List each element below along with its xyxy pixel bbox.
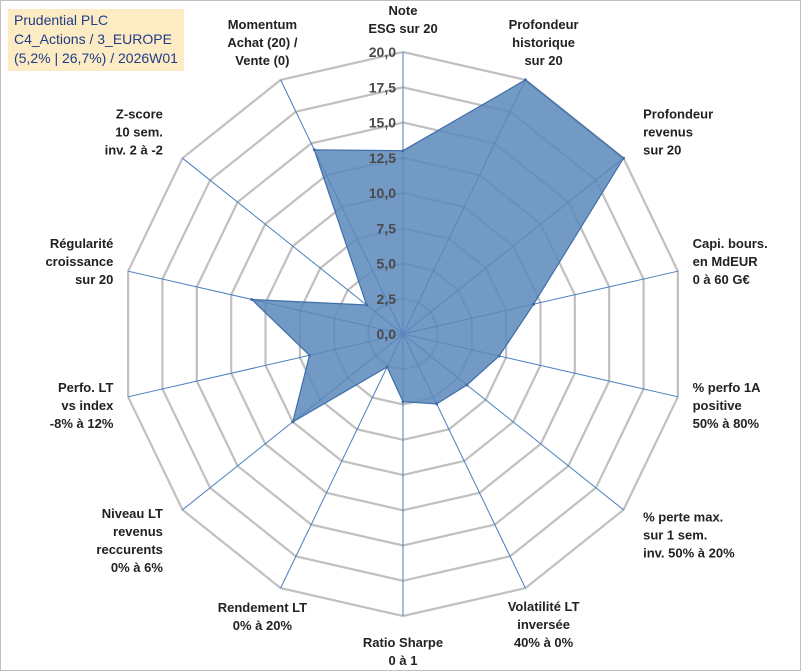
axis-label-line: Note: [389, 3, 418, 18]
security-category: C4_Actions / 3_EUROPE: [14, 31, 172, 47]
axis-label-8: Rendement LT 0% à 20%: [218, 600, 307, 633]
security-info-box: Prudential PLC C4_Actions / 3_EUROPE (5,…: [8, 9, 184, 71]
axis-label-line: Profondeur: [509, 17, 579, 32]
axis-label-line: historique: [512, 35, 575, 50]
axis-label-line: % perte max.: [643, 509, 723, 524]
axis-label-line: 10 sem.: [115, 125, 163, 140]
data-point-12: [365, 303, 369, 307]
axis-label-line: positive: [693, 398, 742, 413]
data-point-4: [497, 354, 501, 358]
data-point-6: [435, 402, 439, 406]
data-series-area: [250, 79, 625, 424]
tick-label: 20,0: [369, 44, 396, 60]
data-point-8: [385, 365, 389, 369]
axis-label-0: Note ESG sur 20: [368, 3, 437, 36]
data-point-1: [523, 78, 527, 82]
axis-label-10: Perfo. LT vs index -8% à 12%: [50, 380, 114, 431]
axis-label-line: Momentum: [228, 17, 297, 32]
axis-label-line: croissance: [45, 254, 113, 269]
tick-label: 12,5: [369, 150, 396, 166]
axis-label-11: Régularité croissance sur 20: [45, 236, 113, 287]
data-point-3: [532, 302, 536, 306]
tick-label: 2,5: [377, 291, 397, 307]
security-stats: (5,2% | 26,7%) / 2026W01: [14, 50, 178, 66]
axis-label-13: Momentum Achat (20) / Vente (0): [227, 17, 297, 68]
axis-label-line: 0 à 1: [389, 653, 418, 668]
axis-label-line: revenus: [643, 125, 693, 140]
axis-label-line: sur 20: [75, 272, 113, 287]
axis-label-line: % perfo 1A: [693, 380, 762, 395]
axis-label-line: sur 20: [643, 143, 681, 158]
axis-label-line: inv. 2 à -2: [105, 143, 163, 158]
data-point-10: [308, 353, 311, 357]
tick-label: 15,0: [369, 115, 396, 131]
data-point-0: [401, 149, 405, 153]
data-point-13: [312, 148, 316, 152]
axis-label-5: % perte max. sur 1 sem. inv. 50% à 20%: [643, 509, 735, 560]
security-name: Prudential PLC: [14, 12, 109, 28]
axis-label-line: Régularité: [50, 236, 114, 251]
data-point-2: [622, 156, 625, 160]
axis-label-7: Ratio Sharpe 0 à 1: [363, 635, 443, 668]
axis-label-3: Capi. bours. en MdEUR 0 à 60 G€: [693, 236, 768, 287]
axis-label-line: Capi. bours.: [693, 236, 768, 251]
axis-label-line: inversée: [517, 617, 570, 632]
axis-label-line: Perfo. LT: [58, 380, 113, 395]
axis-label-line: revenus: [113, 524, 163, 539]
axis-label-line: 0% à 20%: [233, 618, 293, 633]
axis-label-line: 50% à 80%: [693, 416, 760, 431]
axis-label-line: 40% à 0%: [514, 635, 574, 650]
axis-label-line: Rendement LT: [218, 600, 307, 615]
axis-label-4: % perfo 1A positive 50% à 80%: [693, 380, 762, 431]
axis-label-line: Ratio Sharpe: [363, 635, 443, 650]
axis-label-line: sur 1 sem.: [643, 527, 707, 542]
tick-label: 0,0: [377, 326, 397, 342]
axis-label-line: Z-score: [116, 107, 163, 122]
axis-label-12: Z-score 10 sem. inv. 2 à -2: [105, 107, 163, 158]
axis-label-line: reccurents: [96, 542, 162, 557]
axis-label-9: Niveau LT revenus reccurents 0% à 6%: [96, 506, 163, 575]
axis-label-line: 0 à 60 G€: [693, 272, 750, 287]
tick-label: 17,5: [369, 79, 396, 95]
axis-label-line: 0% à 6%: [111, 560, 163, 575]
axis-label-line: Niveau LT: [102, 506, 163, 521]
data-point-7: [401, 400, 405, 404]
axis-label-line: ESG sur 20: [368, 21, 437, 36]
axis-label-line: Volatilité LT: [508, 599, 580, 614]
data-point-11: [250, 298, 254, 301]
axis-label-line: Vente (0): [235, 53, 289, 68]
data-point-5: [465, 383, 469, 387]
axis-label-line: en MdEUR: [693, 254, 759, 269]
axis-label-line: vs index: [61, 398, 114, 413]
axis-label-line: inv. 50% à 20%: [643, 545, 735, 560]
axis-label-6: Volatilité LT inversée 40% à 0%: [508, 599, 580, 650]
axis-label-1: Profondeur historique sur 20: [509, 17, 579, 68]
data-point-9: [291, 420, 295, 424]
axis-label-line: Achat (20) /: [227, 35, 297, 50]
tick-label: 7,5: [377, 220, 397, 236]
tick-label: 10,0: [369, 185, 396, 201]
tick-label: 5,0: [377, 256, 397, 272]
axis-label-line: Profondeur: [643, 107, 713, 122]
axis-label-line: sur 20: [524, 53, 562, 68]
axis-label-line: -8% à 12%: [50, 416, 114, 431]
axis-spoke-8: [280, 333, 404, 589]
axis-label-2: Profondeur revenus sur 20: [643, 107, 713, 158]
